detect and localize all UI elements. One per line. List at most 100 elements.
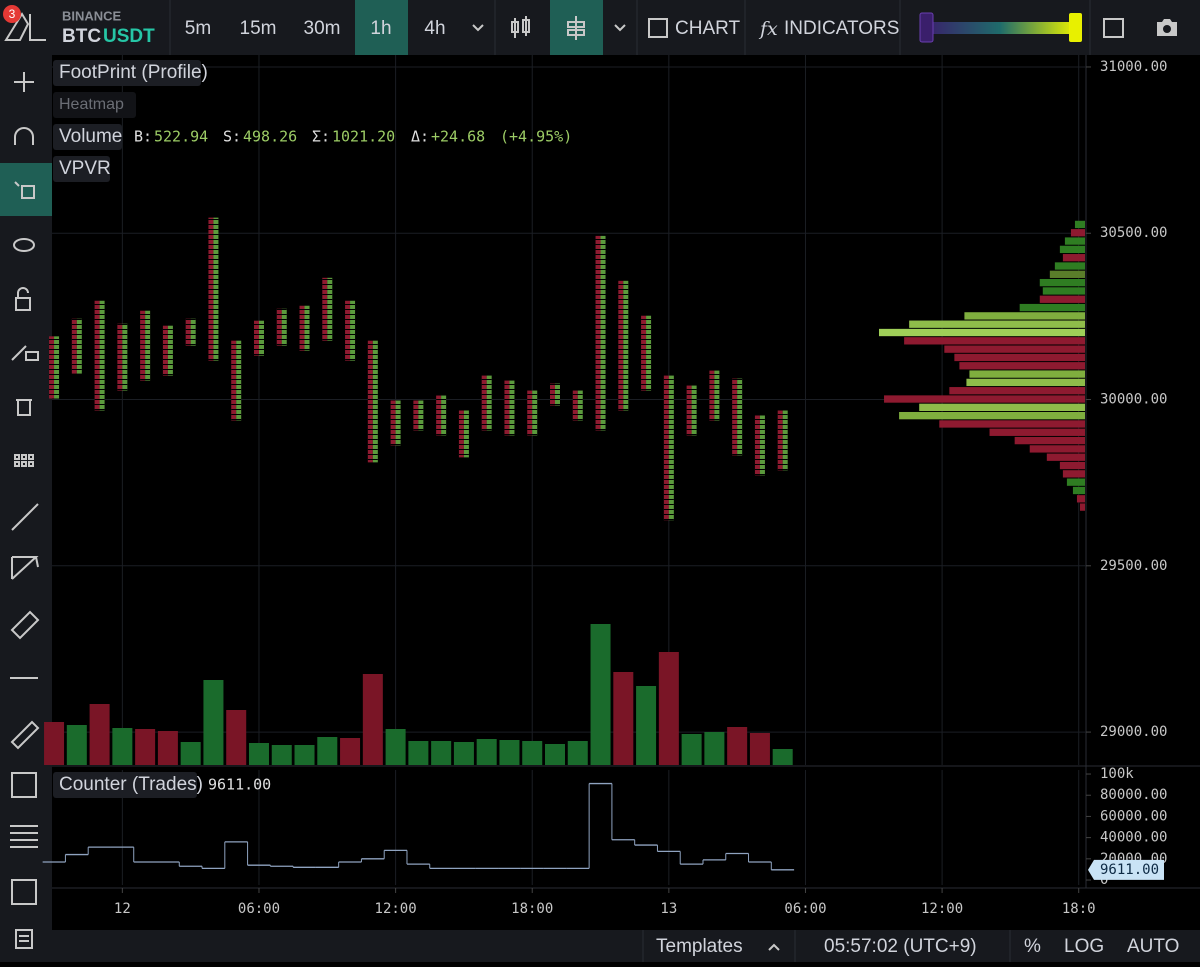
footprint-rows bbox=[208, 217, 219, 361]
legend-vpvr[interactable]: VPVR bbox=[59, 158, 111, 179]
x-tick-label: 12:00 bbox=[921, 901, 963, 917]
volume-bar bbox=[636, 686, 657, 765]
percent-button[interactable]: % bbox=[1024, 936, 1041, 957]
footprint-rows bbox=[276, 308, 287, 346]
legend-box[interactable] bbox=[53, 124, 122, 150]
legend-volume[interactable]: Volume bbox=[59, 126, 122, 147]
volume-bar bbox=[704, 732, 725, 765]
fx-icon[interactable]: fx bbox=[758, 18, 778, 40]
volume-bar bbox=[180, 742, 201, 765]
heatmap-slider[interactable] bbox=[925, 22, 1075, 34]
volume-bar bbox=[89, 704, 110, 765]
legend-box[interactable] bbox=[53, 92, 136, 118]
timeframe-button[interactable]: 15m bbox=[240, 18, 277, 39]
chart-icon[interactable] bbox=[648, 18, 668, 38]
volume-bar bbox=[271, 745, 292, 765]
profile-bar bbox=[969, 370, 1085, 378]
profile-bar bbox=[1029, 445, 1085, 453]
log-button[interactable]: LOG bbox=[1064, 936, 1104, 957]
profile-bar bbox=[1046, 453, 1085, 461]
logo[interactable] bbox=[4, 12, 46, 41]
volume-bar bbox=[727, 727, 748, 765]
footprint-rows bbox=[231, 340, 242, 421]
footprint-rows bbox=[663, 375, 674, 521]
legend-heatmap[interactable]: Heatmap bbox=[59, 96, 124, 113]
y-tick-label: 0 bbox=[1100, 872, 1108, 888]
profile-bar bbox=[966, 378, 1085, 387]
footprint-rows bbox=[709, 370, 720, 421]
profile-bar bbox=[1079, 503, 1085, 511]
footprint-rows bbox=[367, 340, 378, 463]
last-value-label: 9611.00 bbox=[1100, 862, 1159, 878]
volume-bar bbox=[135, 729, 156, 765]
profile-bar bbox=[919, 403, 1085, 411]
camera-lens bbox=[1163, 25, 1171, 33]
timeframe-button[interactable]: 5m bbox=[185, 18, 211, 39]
layout-icon[interactable] bbox=[1103, 18, 1124, 38]
chart-button[interactable]: CHART bbox=[675, 18, 740, 39]
chevron[interactable] bbox=[768, 943, 780, 951]
slider-handle[interactable] bbox=[919, 12, 934, 43]
profile-bar bbox=[1070, 229, 1085, 237]
sell-value: 498.26 bbox=[243, 128, 297, 146]
last-value-tag bbox=[1088, 859, 1164, 880]
profile-bar bbox=[1062, 254, 1085, 262]
y-tick-label: 29500.00 bbox=[1100, 558, 1167, 574]
x-tick-label: 06:00 bbox=[784, 901, 826, 917]
volume-bar bbox=[203, 680, 224, 765]
volume-bar bbox=[385, 729, 406, 765]
profile-bar bbox=[1039, 278, 1085, 287]
footprint-rows bbox=[527, 390, 538, 436]
y-tick-label: 80000.00 bbox=[1100, 787, 1167, 803]
footprint-rows bbox=[94, 300, 105, 411]
auto-button[interactable]: AUTO bbox=[1127, 936, 1179, 957]
profile-bar bbox=[939, 420, 1085, 428]
footprint-rows bbox=[481, 375, 492, 431]
symbol-quote[interactable]: USDT bbox=[103, 26, 155, 47]
y-tick-label: 60000.00 bbox=[1100, 808, 1167, 824]
footprint-rows bbox=[140, 310, 151, 381]
active-tool-bg bbox=[0, 163, 52, 216]
timeframe-button[interactable]: 1h bbox=[370, 18, 391, 39]
volume-bar bbox=[613, 672, 634, 765]
legend-footprint[interactable]: FootPrint (Profile) bbox=[59, 62, 208, 83]
volume-bar bbox=[567, 741, 588, 765]
profile-bar bbox=[989, 428, 1085, 436]
legend-box[interactable] bbox=[53, 772, 197, 798]
chevron[interactable] bbox=[472, 24, 484, 32]
footprint-rows bbox=[390, 400, 401, 446]
footprint-rows bbox=[754, 415, 765, 476]
x-tick-label: 18:0 bbox=[1062, 901, 1096, 917]
tool-icons[interactable] bbox=[10, 72, 40, 949]
buy-label: B: bbox=[134, 128, 152, 146]
legend-box[interactable] bbox=[53, 60, 201, 86]
footprint-rows bbox=[458, 410, 469, 458]
slider-handle[interactable] bbox=[1069, 13, 1082, 42]
chevron[interactable] bbox=[614, 24, 626, 32]
y-tick-label: 31000.00 bbox=[1100, 59, 1167, 75]
footprint-rows bbox=[572, 390, 583, 421]
badge-count: 3 bbox=[9, 7, 16, 21]
symbol-base[interactable]: BTC bbox=[62, 26, 101, 47]
profile-bar bbox=[1042, 287, 1085, 295]
profile-bar bbox=[1014, 436, 1085, 445]
indicators-button[interactable]: INDICATORS bbox=[784, 18, 899, 39]
volume-bar bbox=[157, 731, 178, 765]
sell-label: S: bbox=[223, 128, 241, 146]
templates-button[interactable]: Templates bbox=[656, 936, 743, 957]
footprint-rows bbox=[71, 318, 82, 374]
candles-icon[interactable] bbox=[511, 16, 530, 38]
footprint-rows bbox=[504, 380, 515, 436]
timeframe-button[interactable]: 4h bbox=[424, 18, 445, 39]
counter-title[interactable]: Counter (Trades) bbox=[59, 774, 203, 795]
profile-bar bbox=[944, 345, 1085, 353]
delta-label: Δ: bbox=[411, 128, 429, 146]
legend-box[interactable] bbox=[53, 156, 110, 182]
profile-bar bbox=[1059, 461, 1085, 470]
timeframe-button[interactable]: 30m bbox=[304, 18, 341, 39]
footprint-rows bbox=[436, 395, 447, 436]
y-tick-label: 29000.00 bbox=[1100, 724, 1167, 740]
sum-value: 1021.20 bbox=[332, 128, 395, 146]
x-tick-label: 12:00 bbox=[375, 901, 417, 917]
footprint-icon[interactable] bbox=[567, 16, 585, 40]
